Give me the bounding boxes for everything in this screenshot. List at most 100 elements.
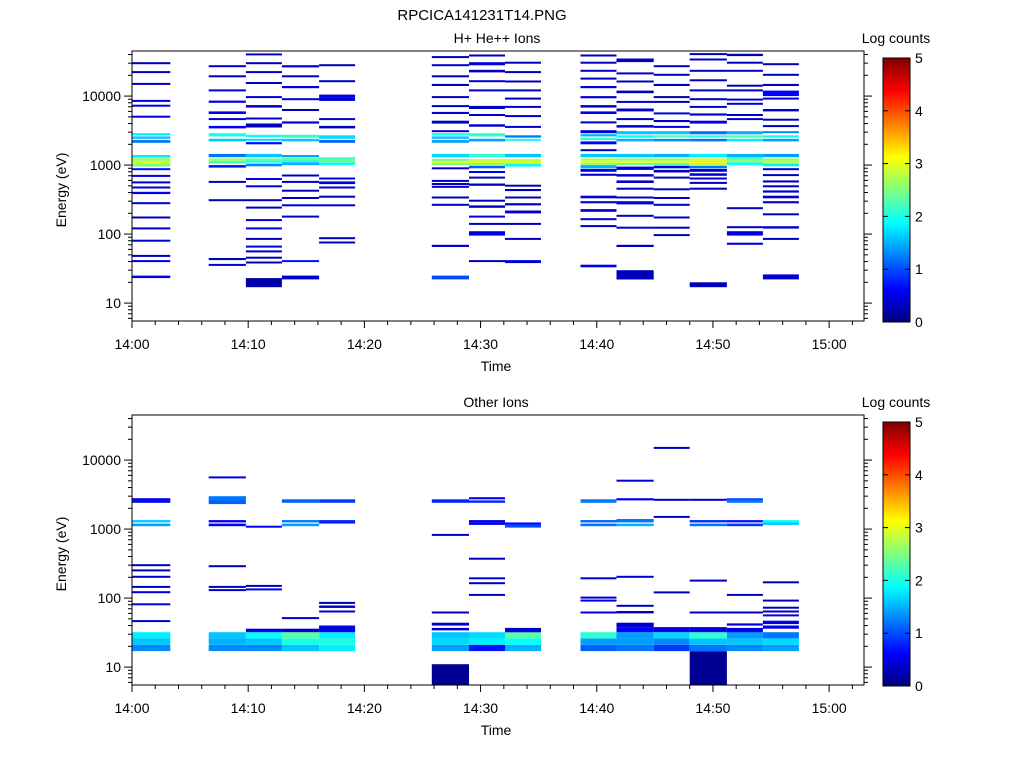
heatmap-cell [281, 86, 320, 89]
heatmap-cell [208, 153, 246, 158]
heatmap-cell [281, 138, 320, 142]
heatmap-cell [319, 162, 356, 166]
heatmap-cell [245, 138, 282, 141]
heatmap-cell [281, 215, 320, 218]
heatmap-cell [132, 155, 171, 158]
heatmap-cell [319, 632, 356, 639]
colorbar-tick-label: 2 [915, 572, 923, 588]
heatmap-cell [469, 138, 505, 142]
heatmap-cell [132, 620, 171, 623]
heatmap-cell [616, 519, 654, 523]
heatmap-cell [653, 632, 690, 639]
heatmap-cell [132, 140, 171, 143]
heatmap-cell [653, 591, 690, 594]
heatmap-cell [653, 234, 690, 237]
heatmap-cell [431, 244, 469, 247]
heatmap-cell [469, 89, 505, 92]
heatmap-cell [245, 82, 282, 84]
heatmap-cell [281, 632, 320, 639]
heatmap-cell [653, 197, 690, 199]
heatmap-cell [762, 201, 799, 204]
heatmap-cell [580, 121, 617, 124]
heatmap-cell [726, 61, 763, 64]
heatmap-cell [132, 136, 171, 139]
heatmap-cell [431, 158, 469, 161]
heatmap-cell [245, 237, 282, 240]
y-axis: 10 100 1000 10000 [82, 54, 872, 319]
heatmap-cell [132, 591, 171, 594]
heatmap-cell [505, 61, 541, 64]
heatmap-cell [208, 118, 246, 121]
heatmap-cell [431, 130, 469, 133]
heatmap-cell [689, 53, 727, 56]
heatmap-cell [762, 614, 799, 617]
x-tick-label: 14:00 [114, 700, 149, 716]
y-axis: 10 100 1000 10000 [82, 418, 872, 683]
heatmap-cell [653, 446, 690, 449]
heatmap-cell [689, 632, 727, 639]
heatmap-cell [505, 71, 541, 74]
heatmap-cell [762, 632, 799, 639]
y-tick-label: 100 [98, 226, 122, 242]
y-tick-label: 1000 [90, 157, 121, 173]
heatmap-cell [319, 80, 356, 83]
heatmap-cell [505, 522, 541, 525]
heatmap-cell [208, 644, 246, 652]
heatmap-cell [132, 181, 171, 184]
heatmap-cell [431, 75, 469, 78]
heatmap-cell [245, 525, 282, 528]
heatmap-cell [762, 606, 799, 609]
heatmap-cell [689, 113, 727, 116]
heatmap-cell [319, 237, 356, 240]
heatmap-cell [762, 195, 799, 199]
heatmap-cell [762, 90, 799, 97]
heatmap-cell [245, 245, 282, 248]
heatmap-cell [245, 206, 282, 209]
heatmap-cell [580, 153, 617, 158]
heatmap-cell [616, 498, 654, 501]
heatmap-cell [616, 174, 654, 177]
heatmap-cell [505, 161, 541, 164]
heatmap-cell [762, 118, 799, 121]
heatmap-cell [762, 213, 799, 216]
heatmap-cell [653, 498, 690, 501]
heatmap-cell [616, 131, 654, 135]
y-tick-label: 100 [98, 590, 122, 606]
heatmap-cell [505, 105, 541, 108]
heatmap-cell [616, 479, 654, 482]
heatmap-cell [689, 173, 727, 176]
heatmap-cell [208, 158, 246, 161]
heatmap-cell [469, 69, 505, 73]
heatmap-cell [281, 617, 320, 620]
heatmap-cell [319, 97, 356, 101]
heatmap-cell [726, 89, 763, 92]
heatmap-cell [616, 270, 654, 280]
heatmap-cell [469, 165, 505, 169]
heatmap-cell [762, 138, 799, 142]
heatmap-cell [616, 72, 654, 75]
y-axis-label: Energy (eV) [53, 517, 69, 592]
heatmap-cell [132, 638, 171, 645]
colorbar-tick-label: 3 [915, 156, 923, 172]
heatmap-cell [616, 160, 654, 163]
heatmap-cell [431, 140, 469, 143]
colorbar-tick-label: 5 [915, 50, 923, 66]
y-tick-label: 1000 [90, 521, 121, 537]
heatmap-cell [245, 584, 282, 587]
heatmap-cell [319, 186, 356, 189]
heatmap-cell [689, 523, 727, 527]
heatmap-cell [689, 520, 727, 523]
heatmap-cell [726, 500, 763, 503]
heatmap-cell [616, 58, 654, 63]
heatmap-cell [208, 75, 246, 78]
heatmap-cell [616, 180, 654, 183]
heatmap-cell [505, 138, 541, 141]
heatmap-cell [281, 157, 320, 160]
heatmap-cell [469, 199, 505, 202]
heatmap-cell [580, 209, 617, 212]
heatmap-cell [580, 130, 617, 134]
heatmap-cell [689, 181, 727, 184]
heatmap-cell [616, 201, 654, 205]
heatmap-cell [431, 627, 469, 631]
heatmap-cell [132, 239, 171, 242]
